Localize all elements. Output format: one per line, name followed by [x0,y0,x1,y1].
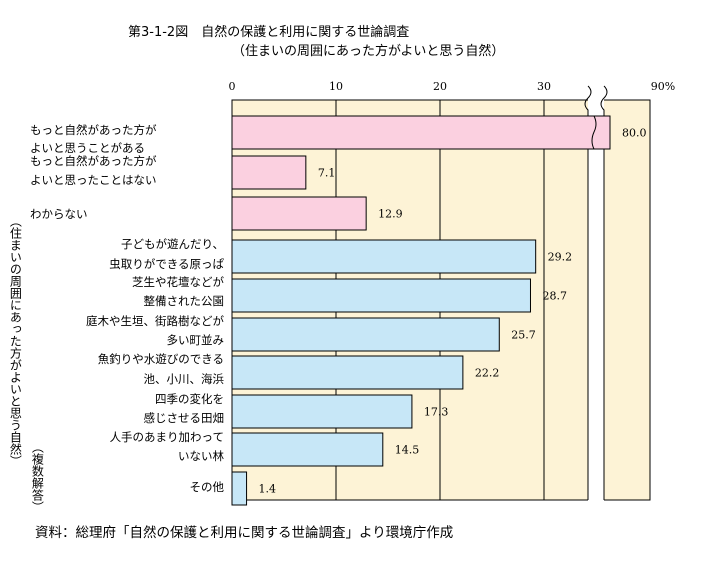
x-tick-label: 90% [651,80,675,93]
category-label: もっと自然があった方が [30,154,157,168]
value-label: 12.9 [378,208,403,221]
category-label: よいと思うことがある [30,141,145,155]
vertical-group-label: （住まいの周囲にあった方がよいと思う自然） （複数解答） [6,215,50,515]
category-label: 魚釣りや水遊びのできる [98,352,224,366]
category-label: いない林 [178,449,224,463]
axis-break-left [584,85,592,500]
category-label: 虫取りができる原っぱ [109,257,224,271]
category-label: わからない [30,207,88,221]
value-label: 7.1 [318,167,336,180]
chart-subtitle: （住まいの周囲にあった方がよいと思う自然） [232,44,505,59]
category-label: 庭木や生垣、街路樹などが [86,314,224,328]
category-label: 四季の変化を [155,392,224,406]
value-label: 29.2 [548,251,573,264]
category-label: 多い町並み [167,333,225,347]
bar [231,355,464,390]
chart-title: 第3-1-2図 自然の保護と利用に関する世論調査 [128,25,410,40]
x-tick-label: 0 [229,80,236,93]
category-label: 感じさせる田畑 [144,411,225,425]
bar [231,155,307,190]
category-label: 芝生や花壇などが [132,275,224,289]
bar [231,115,611,150]
category-label: 人手のあまり加わって [110,430,224,444]
x-tick-label: 30 [537,80,551,93]
vertical-label-main: （住まいの周囲にあった方がよいと思う自然） [8,215,23,467]
vertical-label-note: （複数解答） [30,441,45,513]
category-label: その他 [190,480,225,494]
value-label: 25.7 [511,329,536,342]
source-note: 資料：総理府「自然の保護と利用に関する世論調査」より環境庁作成 [35,525,454,541]
bar [231,394,413,429]
value-label: 28.7 [542,290,567,303]
category-label: もっと自然があった方が [30,123,157,137]
category-label: 子どもが遊んだり、 [121,237,224,251]
category-label: 整備された公園 [144,294,225,308]
bar [231,317,500,352]
value-label: 17.3 [424,406,449,419]
value-label: 22.2 [475,367,500,380]
axis-break-right [600,85,608,500]
bar [231,239,537,274]
bar [231,278,531,313]
bar [231,432,384,467]
axis-break-band [588,86,604,501]
value-label: 80.0 [622,127,647,140]
category-label: よいと思ったことはない [30,173,157,187]
x-tick-label: 20 [433,80,447,93]
value-label: 1.4 [259,483,277,496]
x-tick-label: 10 [329,80,343,93]
bar-break-mark [591,115,597,150]
value-label: 14.5 [395,444,420,457]
category-label: 池、小川、海浜 [144,372,225,386]
bar [231,471,248,506]
bar [231,196,367,231]
